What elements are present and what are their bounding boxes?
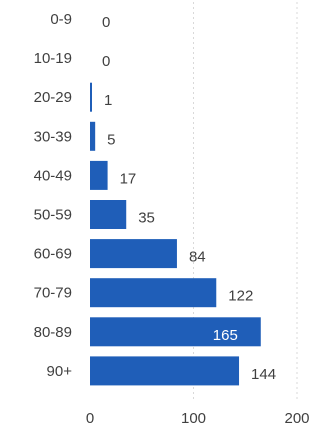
category-label-10-19: 10-19 (34, 50, 72, 67)
value-label-80-89: 165 (213, 327, 238, 344)
bar-40-49 (90, 160, 108, 190)
category-label-80-89: 80-89 (34, 324, 72, 341)
bar-80-89 (90, 317, 261, 347)
bar-70-79 (90, 278, 217, 308)
value-label-70-79: 122 (228, 288, 253, 305)
value-label-50-59: 35 (138, 210, 155, 227)
bar-50-59 (90, 200, 127, 229)
x-tick-label-200: 200 (284, 410, 309, 427)
value-label-60-69: 84 (189, 249, 206, 266)
category-label-20-29: 20-29 (34, 89, 72, 106)
value-label-90+: 144 (251, 366, 276, 383)
value-label-40-49: 17 (120, 170, 137, 187)
value-label-20-29: 1 (104, 92, 112, 109)
value-label-0-9: 0 (102, 14, 110, 31)
category-label-50-59: 50-59 (34, 207, 72, 224)
x-tick-label-0: 0 (86, 410, 94, 427)
category-label-40-49: 40-49 (34, 167, 72, 184)
category-label-90+: 90+ (47, 363, 73, 380)
category-label-60-69: 60-69 (34, 246, 72, 263)
category-label-70-79: 70-79 (34, 285, 72, 302)
value-label-30-39: 5 (107, 131, 115, 148)
value-label-10-19: 0 (102, 53, 110, 70)
category-label-30-39: 30-39 (34, 128, 72, 145)
x-tick-label-100: 100 (181, 410, 206, 427)
bar-20-29 (90, 82, 92, 112)
bar-90+ (90, 356, 240, 386)
bar-60-69 (90, 239, 177, 269)
bar-30-39 (90, 121, 96, 151)
category-label-0-9: 0-9 (50, 11, 72, 28)
